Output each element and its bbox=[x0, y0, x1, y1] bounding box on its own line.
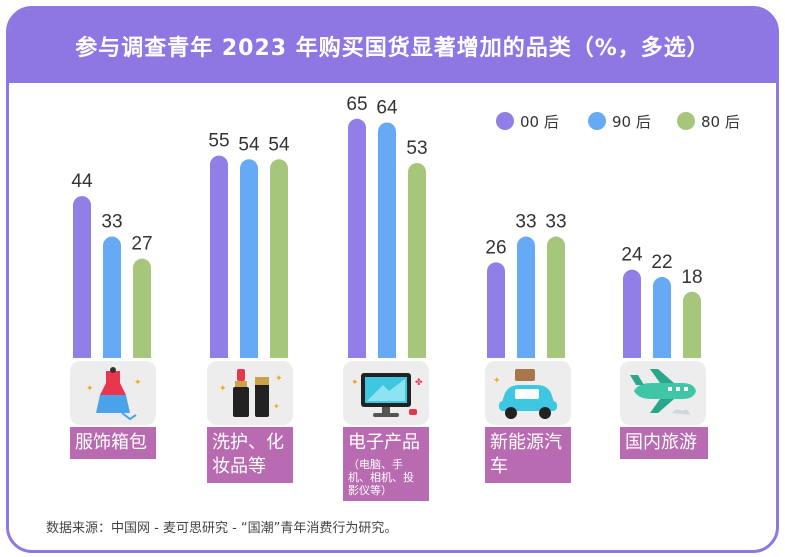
bar-1-2 bbox=[270, 159, 288, 358]
category-label-text: 洗护、化妆品等 bbox=[212, 432, 284, 477]
legend-swatch-1 bbox=[588, 112, 606, 130]
value-label: 54 bbox=[238, 134, 260, 155]
category-sublabel: （电脑、手机、相机、投影仪等） bbox=[348, 458, 414, 497]
legend-swatch-2 bbox=[677, 112, 695, 130]
legend-label-1: 90 后 bbox=[612, 113, 651, 131]
bar-4-2 bbox=[683, 291, 701, 358]
category-label-text: 国内旅游 bbox=[625, 432, 697, 453]
cosmetics-icon: ✦ ✦ ✦ bbox=[207, 361, 293, 425]
value-label: 55 bbox=[208, 131, 229, 152]
chart-title: 参与调查青年 2023 年购买国货显著增加的品类（%，多选） bbox=[75, 36, 710, 61]
category-label-3: 新能源汽车 bbox=[485, 427, 571, 483]
category-label-text: 服饰箱包 bbox=[75, 432, 147, 453]
value-label: 27 bbox=[131, 234, 152, 255]
title-bar: 参与调查青年 2023 年购买国货显著增加的品类（%，多选） bbox=[9, 9, 776, 83]
bar-3-2 bbox=[547, 236, 565, 358]
value-label: 53 bbox=[406, 138, 427, 159]
value-label: 18 bbox=[681, 267, 702, 288]
dress-icon: ✦ ✦ bbox=[70, 361, 156, 425]
bar-3-0 bbox=[487, 262, 505, 358]
category-label-text: 新能源汽车 bbox=[490, 432, 562, 477]
category-label-2: 电子产品 （电脑、手机、相机、投影仪等） bbox=[343, 427, 429, 501]
bar-4-0 bbox=[623, 269, 641, 358]
bar-1-0 bbox=[210, 155, 228, 358]
bar-1-1 bbox=[240, 159, 258, 358]
value-label: 65 bbox=[346, 94, 367, 115]
value-label: 54 bbox=[268, 134, 290, 155]
svg-text:✤: ✤ bbox=[415, 378, 423, 388]
svg-text:✦: ✦ bbox=[351, 378, 359, 388]
value-label: 26 bbox=[485, 237, 506, 258]
bar-0-2 bbox=[133, 258, 151, 358]
category-label-4: 国内旅游 bbox=[620, 427, 708, 459]
legend-swatch-0 bbox=[496, 112, 514, 130]
category-label-text: 电子产品 bbox=[348, 432, 420, 453]
svg-text:✦: ✦ bbox=[273, 402, 280, 411]
svg-text:✦: ✦ bbox=[86, 384, 94, 394]
monitor-icon: ✦ ✤ bbox=[343, 361, 429, 425]
svg-text:✦: ✦ bbox=[493, 376, 501, 386]
bar-2-1 bbox=[378, 122, 396, 358]
value-label: 24 bbox=[621, 245, 643, 266]
svg-text:✦: ✦ bbox=[134, 378, 142, 388]
bar-0-1 bbox=[103, 236, 121, 358]
svg-text:✦: ✦ bbox=[219, 384, 227, 394]
airplane-icon bbox=[620, 361, 706, 425]
bar-4-1 bbox=[653, 277, 671, 358]
svg-text:✦: ✦ bbox=[275, 374, 283, 384]
bar-2-2 bbox=[408, 162, 426, 358]
category-label-0: 服饰箱包 bbox=[70, 427, 156, 459]
legend-label-2: 80 后 bbox=[701, 113, 740, 131]
value-label: 33 bbox=[545, 212, 566, 233]
value-label: 44 bbox=[71, 171, 93, 192]
value-label: 33 bbox=[101, 212, 122, 233]
value-label: 64 bbox=[376, 97, 398, 118]
bar-2-0 bbox=[348, 118, 366, 358]
bar-3-1 bbox=[517, 236, 535, 358]
electric-car-icon: ✦ bbox=[485, 361, 571, 425]
source-note: 数据来源：中国网 - 麦可思研究 - “国潮”青年消费行为研究。 bbox=[46, 521, 398, 536]
category-label-1: 洗护、化妆品等 bbox=[207, 427, 293, 483]
value-label: 33 bbox=[515, 212, 536, 233]
bar-0-0 bbox=[73, 196, 91, 358]
legend-label-0: 00 后 bbox=[520, 113, 559, 131]
value-label: 22 bbox=[651, 252, 672, 273]
